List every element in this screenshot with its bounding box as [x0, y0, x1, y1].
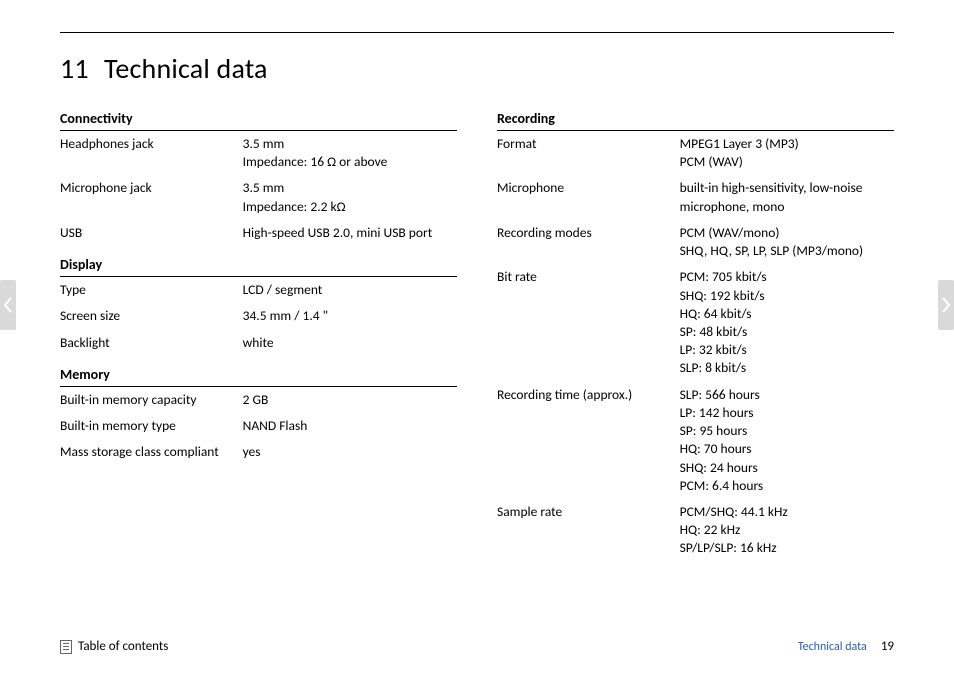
spec-row: Recording modesPCM (WAV/mono)SHQ, HQ, SP…: [497, 220, 894, 264]
spec-value-line: HQ: 64 kbit/s: [680, 305, 894, 323]
spec-value-line: 3.5 mm: [243, 179, 457, 197]
spec-row: Sample ratePCM/SHQ: 44.1 kHzHQ: 22 kHzSP…: [497, 499, 894, 562]
spec-value-line: SLP: 8 kbit/s: [680, 359, 894, 377]
spec-value: PCM (WAV/mono)SHQ, HQ, SP, LP, SLP (MP3/…: [680, 220, 894, 264]
spec-key: Built-in memory type: [60, 413, 243, 439]
spec-row: Headphones jack3.5 mmImpedance: 16 Ω or …: [60, 131, 457, 175]
spec-value-line: 3.5 mm: [243, 135, 457, 153]
spec-value-line: SLP: 566 hours: [680, 386, 894, 404]
spec-key: Microphone jack: [60, 175, 243, 219]
spec-key: USB: [60, 220, 243, 246]
spec-key: Bit rate: [497, 264, 680, 381]
page: 11Technical data Connectivity Headphones…: [0, 0, 954, 676]
toc-link[interactable]: Table of contents: [60, 639, 168, 654]
spec-value-line: SHQ, HQ, SP, LP, SLP (MP3/mono): [680, 242, 894, 260]
spec-table-display: TypeLCD / segmentScreen size34.5 mm / 1.…: [60, 277, 457, 356]
spec-key: Recording modes: [497, 220, 680, 264]
left-column: Connectivity Headphones jack3.5 mmImpeda…: [60, 106, 457, 562]
spec-row: Microphone jack3.5 mmImpedance: 2.2 kΩ: [60, 175, 457, 219]
spec-value-line: Impedance: 2.2 kΩ: [243, 198, 457, 216]
spec-key: Headphones jack: [60, 131, 243, 175]
spec-value-line: MPEG1 Layer 3 (MP3): [680, 135, 894, 153]
spec-value: yes: [243, 439, 457, 465]
spec-key: Type: [60, 277, 243, 303]
spec-value: white: [243, 330, 457, 356]
spec-value: High-speed USB 2.0, mini USB port: [243, 220, 457, 246]
spec-value-line: SP/LP/SLP: 16 kHz: [680, 539, 894, 557]
spec-key: Format: [497, 131, 680, 175]
spec-row: TypeLCD / segment: [60, 277, 457, 303]
content-columns: Connectivity Headphones jack3.5 mmImpeda…: [60, 106, 894, 562]
section-heading-memory: Memory: [60, 362, 457, 387]
top-rule: [60, 32, 894, 33]
spec-value: LCD / segment: [243, 277, 457, 303]
footer-right: Technical data 19: [798, 639, 894, 654]
spec-value-line: HQ: 22 kHz: [680, 521, 894, 539]
spec-row: Bit ratePCM: 705 kbit/sSHQ: 192 kbit/sHQ…: [497, 264, 894, 381]
spec-table-connectivity: Headphones jack3.5 mmImpedance: 16 Ω or …: [60, 131, 457, 246]
spec-value-line: SHQ: 192 kbit/s: [680, 287, 894, 305]
spec-value: 3.5 mmImpedance: 16 Ω or above: [243, 131, 457, 175]
spec-row: FormatMPEG1 Layer 3 (MP3)PCM (WAV): [497, 131, 894, 175]
section-heading-connectivity: Connectivity: [60, 106, 457, 131]
spec-row: Screen size34.5 mm / 1.4 ": [60, 303, 457, 329]
spec-value-line: PCM (WAV): [680, 153, 894, 171]
spec-key: Sample rate: [497, 499, 680, 562]
spec-value-line: HQ: 70 hours: [680, 440, 894, 458]
page-footer: Table of contents Technical data 19: [60, 639, 894, 654]
spec-row: Built-in memory capacity2 GB: [60, 387, 457, 413]
footer-section-link[interactable]: Technical data: [798, 640, 867, 654]
spec-value-line: LP: 142 hours: [680, 404, 894, 422]
spec-row: Built-in memory typeNAND Flash: [60, 413, 457, 439]
section-heading-recording: Recording: [497, 106, 894, 131]
section-heading-display: Display: [60, 252, 457, 277]
spec-value: 34.5 mm / 1.4 ": [243, 303, 457, 329]
toc-label: Table of contents: [78, 639, 168, 654]
spec-table-recording: FormatMPEG1 Layer 3 (MP3)PCM (WAV)Microp…: [497, 131, 894, 562]
page-number: 19: [881, 639, 894, 654]
spec-key: Screen size: [60, 303, 243, 329]
spec-value: SLP: 566 hoursLP: 142 hoursSP: 95 hoursH…: [680, 382, 894, 499]
spec-value-line: SHQ: 24 hours: [680, 459, 894, 477]
chapter-title: 11Technical data: [60, 51, 894, 86]
spec-value: PCM/SHQ: 44.1 kHzHQ: 22 kHzSP/LP/SLP: 16…: [680, 499, 894, 562]
spec-value: PCM: 705 kbit/sSHQ: 192 kbit/sHQ: 64 kbi…: [680, 264, 894, 381]
spec-key: Backlight: [60, 330, 243, 356]
spec-value: 2 GB: [243, 387, 457, 413]
spec-row: Backlightwhite: [60, 330, 457, 356]
spec-value-line: PCM (WAV/mono): [680, 224, 894, 242]
toc-icon: [60, 640, 72, 654]
spec-key: Microphone: [497, 175, 680, 219]
spec-row: USBHigh-speed USB 2.0, mini USB port: [60, 220, 457, 246]
spec-value-line: PCM: 6.4 hours: [680, 477, 894, 495]
spec-key: Built-in memory capacity: [60, 387, 243, 413]
spec-value-line: Impedance: 16 Ω or above: [243, 153, 457, 171]
spec-value: 3.5 mmImpedance: 2.2 kΩ: [243, 175, 457, 219]
spec-value-line: PCM: 705 kbit/s: [680, 268, 894, 286]
spec-value: MPEG1 Layer 3 (MP3)PCM (WAV): [680, 131, 894, 175]
spec-row: Microphonebuilt-in high-sensitivity, low…: [497, 175, 894, 219]
spec-key: Mass storage class compliant: [60, 439, 243, 465]
chapter-number: 11: [60, 51, 104, 86]
spec-row: Recording time (approx.)SLP: 566 hoursLP…: [497, 382, 894, 499]
spec-value: NAND Flash: [243, 413, 457, 439]
spec-value-line: SP: 95 hours: [680, 422, 894, 440]
right-column: Recording FormatMPEG1 Layer 3 (MP3)PCM (…: [497, 106, 894, 562]
spec-value-line: LP: 32 kbit/s: [680, 341, 894, 359]
chapter-title-text: Technical data: [104, 51, 268, 86]
spec-table-memory: Built-in memory capacity2 GBBuilt-in mem…: [60, 387, 457, 466]
spec-row: Mass storage class compliantyes: [60, 439, 457, 465]
spec-key: Recording time (approx.): [497, 382, 680, 499]
spec-value-line: PCM/SHQ: 44.1 kHz: [680, 503, 894, 521]
spec-value: built-in high-sensitivity, low-noise mic…: [680, 175, 894, 219]
spec-value-line: SP: 48 kbit/s: [680, 323, 894, 341]
